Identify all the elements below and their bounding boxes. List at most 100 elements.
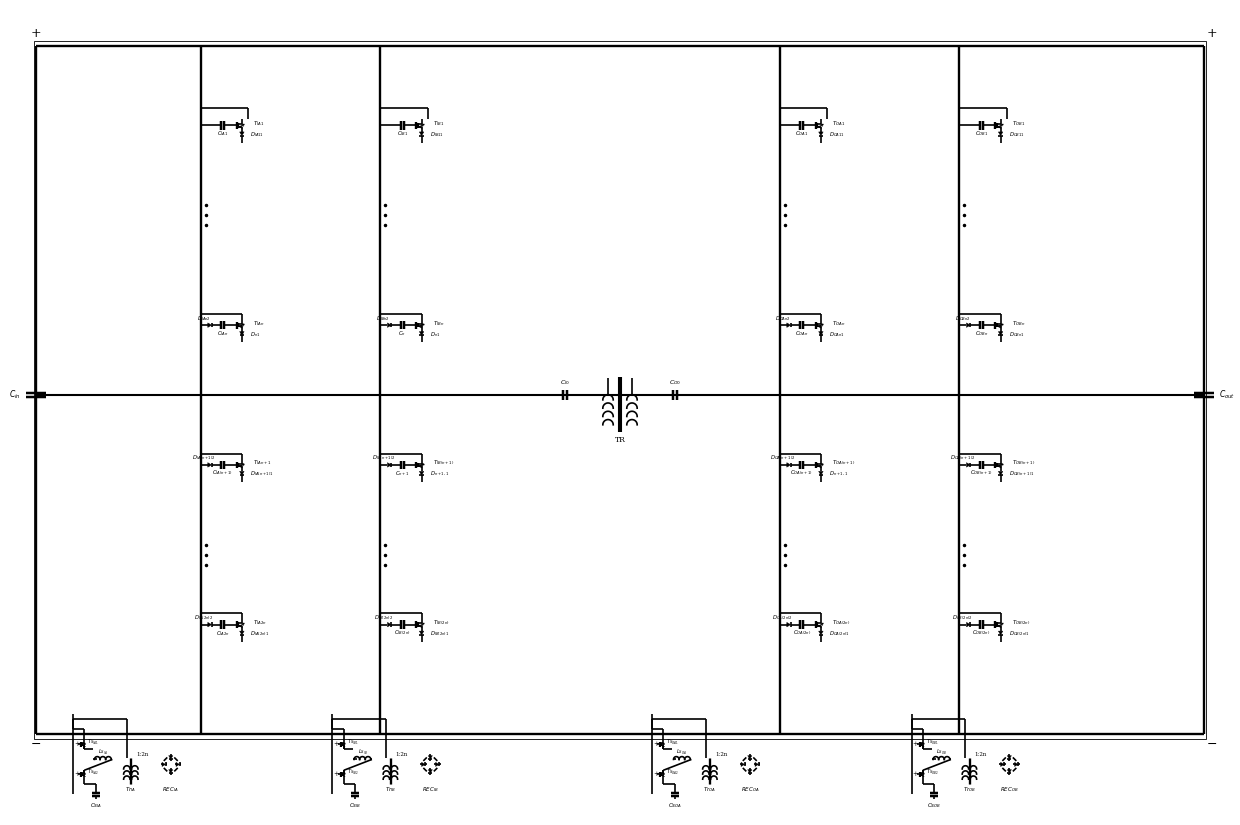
Polygon shape (419, 332, 424, 336)
Polygon shape (242, 624, 244, 626)
Text: $C_{OB1}$: $C_{OB1}$ (975, 130, 988, 139)
Text: TR: TR (615, 436, 625, 444)
Text: $T_{OBn}$: $T_{OBn}$ (1012, 318, 1024, 328)
Text: +: + (913, 741, 919, 748)
Polygon shape (748, 770, 751, 773)
Text: $C_{IB(2n)}$: $C_{IB(2n)}$ (394, 629, 410, 637)
Polygon shape (966, 323, 971, 328)
Polygon shape (821, 125, 823, 127)
Text: $D_{IBn2}$: $D_{IBn2}$ (377, 314, 391, 323)
Polygon shape (1001, 762, 1004, 766)
Text: $D_{OA(2n)1}$: $D_{OA(2n)1}$ (828, 630, 849, 638)
Text: $D_{IB(2n)1}$: $D_{IB(2n)1}$ (429, 630, 449, 638)
Text: $REC_{IA}$: $REC_{IA}$ (162, 785, 179, 794)
Polygon shape (239, 132, 244, 136)
Polygon shape (787, 622, 791, 627)
Text: $D_{IAn2}$: $D_{IAn2}$ (197, 314, 211, 323)
Text: +: + (31, 27, 42, 40)
Polygon shape (83, 773, 86, 776)
Polygon shape (818, 332, 823, 336)
Polygon shape (662, 743, 665, 746)
Polygon shape (208, 463, 212, 467)
Polygon shape (387, 622, 392, 627)
Text: $D_{OB(2n)2}$: $D_{OB(2n)2}$ (952, 614, 973, 622)
Text: $C_{OBn}$: $C_{OBn}$ (975, 329, 988, 338)
Text: $REC_{OA}$: $REC_{OA}$ (740, 785, 759, 794)
Text: $L_{S_{IB}}$: $L_{S_{IB}}$ (357, 747, 367, 757)
Text: $D_{OBn1}$: $D_{OBn1}$ (1008, 330, 1024, 339)
Text: $D_{IB11}$: $D_{IB11}$ (429, 130, 444, 139)
Text: $C_{OB(2n)}$: $C_{OB(2n)}$ (972, 629, 991, 637)
Text: $T_{IB(n+1)}$: $T_{IB(n+1)}$ (433, 459, 454, 467)
Text: $C_{IA(n+1)}$: $C_{IA(n+1)}$ (212, 469, 233, 478)
Text: $C_{IAn}$: $C_{IAn}$ (217, 329, 228, 338)
Text: $T_{IB1}$: $T_{IB1}$ (433, 119, 444, 128)
Text: 1:2n: 1:2n (136, 752, 149, 757)
Polygon shape (239, 471, 244, 475)
Polygon shape (208, 622, 212, 627)
Polygon shape (428, 756, 433, 759)
Polygon shape (83, 743, 86, 746)
Text: $D_{OAn2}$: $D_{OAn2}$ (775, 314, 791, 323)
Text: $C_{IA1}$: $C_{IA1}$ (217, 130, 228, 139)
Text: $T_{S_{IB2}}$: $T_{S_{IB2}}$ (347, 767, 358, 777)
Text: $T_{IAn}$: $T_{IAn}$ (253, 318, 264, 328)
Polygon shape (422, 762, 425, 766)
Polygon shape (821, 324, 823, 327)
Text: $D_{IA(2n)1}$: $D_{IA(2n)1}$ (250, 630, 269, 638)
Polygon shape (387, 323, 392, 328)
Polygon shape (787, 463, 791, 467)
Polygon shape (343, 743, 345, 746)
Polygon shape (1007, 756, 1012, 759)
Text: $T_{IA2n}$: $T_{IA2n}$ (253, 618, 267, 627)
Text: +: + (913, 771, 919, 779)
Text: $L_{S_{OA}}$: $L_{S_{OA}}$ (677, 747, 687, 757)
Text: $C_{O0}$: $C_{O0}$ (668, 379, 681, 388)
Text: $T_{IA1}$: $T_{IA1}$ (253, 119, 264, 128)
Polygon shape (422, 125, 424, 127)
Polygon shape (998, 631, 1003, 635)
Text: $C_{IB1}$: $C_{IB1}$ (397, 130, 408, 139)
Text: $L_{S_{OB}}$: $L_{S_{OB}}$ (936, 747, 947, 757)
Text: 1:2n: 1:2n (714, 752, 727, 757)
Text: $D_{OB11}$: $D_{OB11}$ (1008, 130, 1024, 139)
Text: $T_{OB(2n)}$: $T_{OB(2n)}$ (1012, 619, 1030, 627)
Text: +: + (653, 741, 658, 748)
Polygon shape (1001, 624, 1003, 626)
Text: $D_{OAn1}$: $D_{OAn1}$ (828, 330, 844, 339)
Polygon shape (343, 773, 345, 776)
Polygon shape (387, 463, 392, 467)
Text: $D_{n1}$: $D_{n1}$ (250, 330, 260, 339)
Text: $C_{n+1}$: $C_{n+1}$ (396, 469, 409, 478)
Polygon shape (662, 773, 665, 776)
Text: $D_{OB(2n)1}$: $D_{OB(2n)1}$ (1008, 630, 1029, 638)
Text: $C_{out}$: $C_{out}$ (1219, 389, 1235, 401)
Polygon shape (818, 132, 823, 136)
Text: $REC_{IB}$: $REC_{IB}$ (422, 785, 439, 794)
Text: $D_{OA(2n)2}$: $D_{OA(2n)2}$ (773, 614, 794, 622)
Text: $T_{IB(2n)}$: $T_{IB(2n)}$ (433, 619, 449, 627)
Text: $T_{IBn}$: $T_{IBn}$ (433, 318, 444, 328)
Polygon shape (239, 631, 244, 635)
Text: $T_{S_{OB1}}$: $T_{S_{OB1}}$ (926, 738, 939, 747)
Text: $Tr_{OA}$: $Tr_{OA}$ (703, 785, 717, 794)
Polygon shape (1001, 464, 1003, 466)
Polygon shape (755, 762, 759, 766)
Polygon shape (1007, 770, 1012, 773)
Text: $D_{n+1,1}$: $D_{n+1,1}$ (429, 470, 449, 478)
Text: $C_{OA1}$: $C_{OA1}$ (795, 130, 808, 139)
Polygon shape (1001, 324, 1003, 327)
Polygon shape (422, 624, 424, 626)
Text: $L_{S_{IA}}$: $L_{S_{IA}}$ (98, 747, 108, 757)
Polygon shape (923, 743, 924, 746)
Text: +: + (1207, 27, 1218, 40)
Text: +: + (653, 771, 658, 779)
Polygon shape (242, 464, 244, 466)
Text: $T_{S_{IA2}}$: $T_{S_{IA2}}$ (87, 767, 99, 777)
Text: $T_{OA(2n)}$: $T_{OA(2n)}$ (832, 619, 851, 627)
Text: −: − (31, 738, 41, 751)
Text: $REC_{OB}$: $REC_{OB}$ (999, 785, 1018, 794)
Text: $C_{IA2n}$: $C_{IA2n}$ (216, 629, 229, 638)
Text: +: + (74, 741, 79, 748)
Text: $C_{OA(2n)}$: $C_{OA(2n)}$ (792, 629, 811, 637)
